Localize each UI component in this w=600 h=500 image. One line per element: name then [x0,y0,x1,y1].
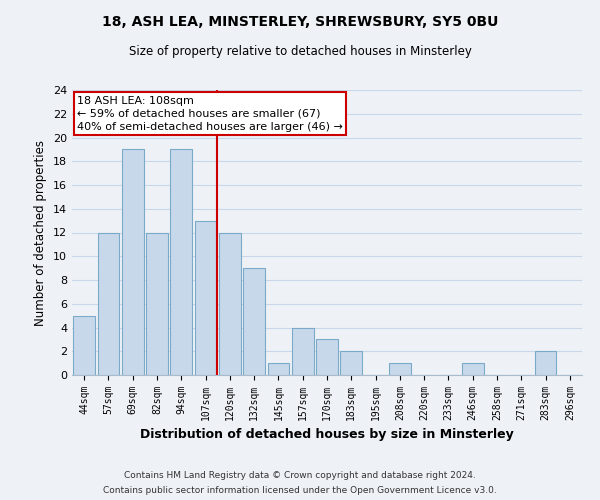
Bar [316,340,338,375]
Bar [243,268,265,375]
Y-axis label: Number of detached properties: Number of detached properties [34,140,47,326]
Text: Contains public sector information licensed under the Open Government Licence v3: Contains public sector information licen… [103,486,497,495]
Bar [268,363,289,375]
Bar [170,150,192,375]
Bar [146,232,168,375]
Bar [389,363,411,375]
Bar [73,316,95,375]
Text: Contains HM Land Registry data © Crown copyright and database right 2024.: Contains HM Land Registry data © Crown c… [124,471,476,480]
Bar [219,232,241,375]
Bar [194,220,217,375]
Text: Size of property relative to detached houses in Minsterley: Size of property relative to detached ho… [128,45,472,58]
X-axis label: Distribution of detached houses by size in Minsterley: Distribution of detached houses by size … [140,428,514,442]
Bar [122,150,143,375]
Bar [340,351,362,375]
Bar [462,363,484,375]
Bar [535,351,556,375]
Text: 18 ASH LEA: 108sqm
← 59% of detached houses are smaller (67)
40% of semi-detache: 18 ASH LEA: 108sqm ← 59% of detached hou… [77,96,343,132]
Bar [97,232,119,375]
Bar [292,328,314,375]
Text: 18, ASH LEA, MINSTERLEY, SHREWSBURY, SY5 0BU: 18, ASH LEA, MINSTERLEY, SHREWSBURY, SY5… [102,15,498,29]
